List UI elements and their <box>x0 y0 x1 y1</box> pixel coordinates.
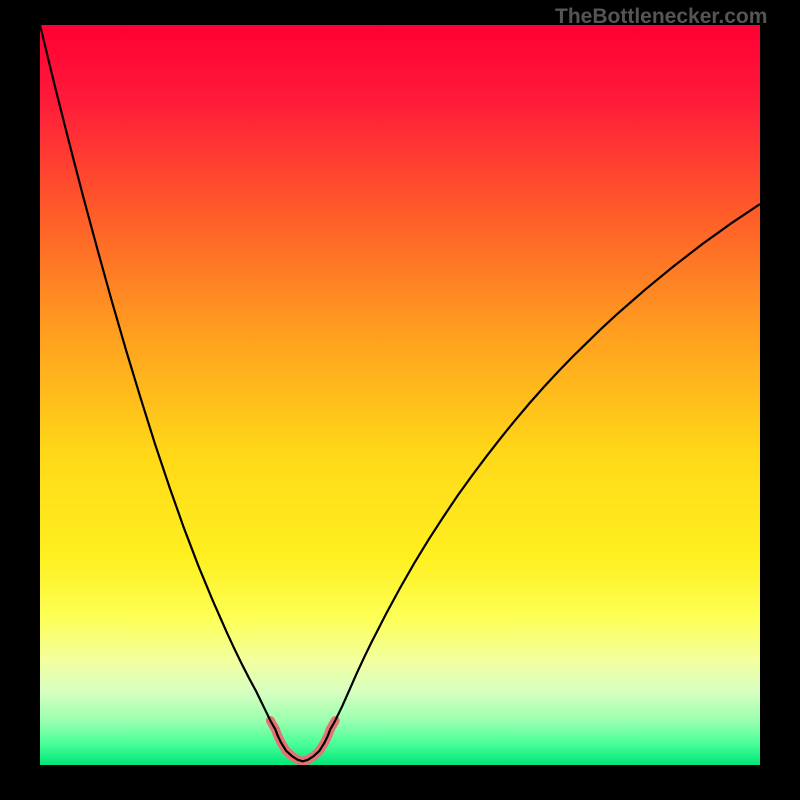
curve-layer <box>40 25 760 765</box>
chart-container: TheBottlenecker.com <box>0 0 800 800</box>
plot-area <box>40 25 760 765</box>
watermark-text: TheBottlenecker.com <box>555 5 767 29</box>
curve-left <box>40 25 275 729</box>
trough-curve <box>275 729 330 761</box>
curve-right <box>330 204 760 729</box>
